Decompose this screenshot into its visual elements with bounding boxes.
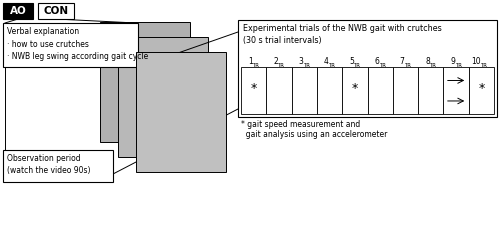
Bar — [266, 68, 291, 114]
Bar — [136, 52, 226, 172]
Text: TR: TR — [456, 63, 462, 68]
Text: 7: 7 — [400, 57, 404, 66]
Text: TR: TR — [430, 63, 437, 68]
Text: Experimental trials of the NWB gait with crutches
(30 s trial intervals): Experimental trials of the NWB gait with… — [243, 24, 442, 45]
Text: *: * — [250, 82, 257, 95]
Bar — [317, 68, 342, 114]
Bar — [3, 150, 113, 182]
Bar — [292, 68, 317, 114]
Bar — [3, 3, 33, 19]
Text: 8: 8 — [425, 57, 430, 66]
Bar — [100, 22, 190, 142]
Bar — [342, 68, 367, 114]
Text: 5: 5 — [349, 57, 354, 66]
Text: TR: TR — [278, 63, 285, 68]
Text: 6: 6 — [374, 57, 379, 66]
Bar — [393, 68, 418, 114]
Bar — [3, 23, 138, 67]
Text: * gait speed measurement and
  gait analysis using an accelerometer: * gait speed measurement and gait analys… — [241, 120, 388, 139]
Bar — [238, 20, 497, 117]
Bar — [368, 68, 393, 114]
Text: TR: TR — [329, 63, 336, 68]
Text: AO: AO — [10, 6, 26, 16]
Bar — [241, 68, 266, 114]
Text: 1: 1 — [248, 57, 252, 66]
Text: TR: TR — [380, 63, 386, 68]
Text: 10: 10 — [470, 57, 480, 66]
Text: TR: TR — [405, 63, 412, 68]
Text: 2: 2 — [273, 57, 278, 66]
Text: Observation period
(watch the video 90s): Observation period (watch the video 90s) — [7, 154, 90, 176]
Bar — [468, 68, 494, 114]
Bar — [418, 68, 444, 114]
Text: TR: TR — [304, 63, 310, 68]
Text: 3: 3 — [298, 57, 303, 66]
Bar — [118, 37, 208, 157]
Text: TR: TR — [253, 63, 260, 68]
Text: TR: TR — [481, 63, 488, 68]
Text: Verbal explanation
· how to use crutches
· NWB leg swing according gait cycle: Verbal explanation · how to use crutches… — [7, 27, 148, 61]
Text: *: * — [478, 82, 484, 95]
Text: 4: 4 — [324, 57, 328, 66]
Text: CON: CON — [44, 6, 68, 16]
Text: *: * — [352, 82, 358, 95]
Bar — [38, 3, 74, 19]
Bar — [444, 68, 468, 114]
Text: TR: TR — [354, 63, 361, 68]
Text: 9: 9 — [450, 57, 455, 66]
